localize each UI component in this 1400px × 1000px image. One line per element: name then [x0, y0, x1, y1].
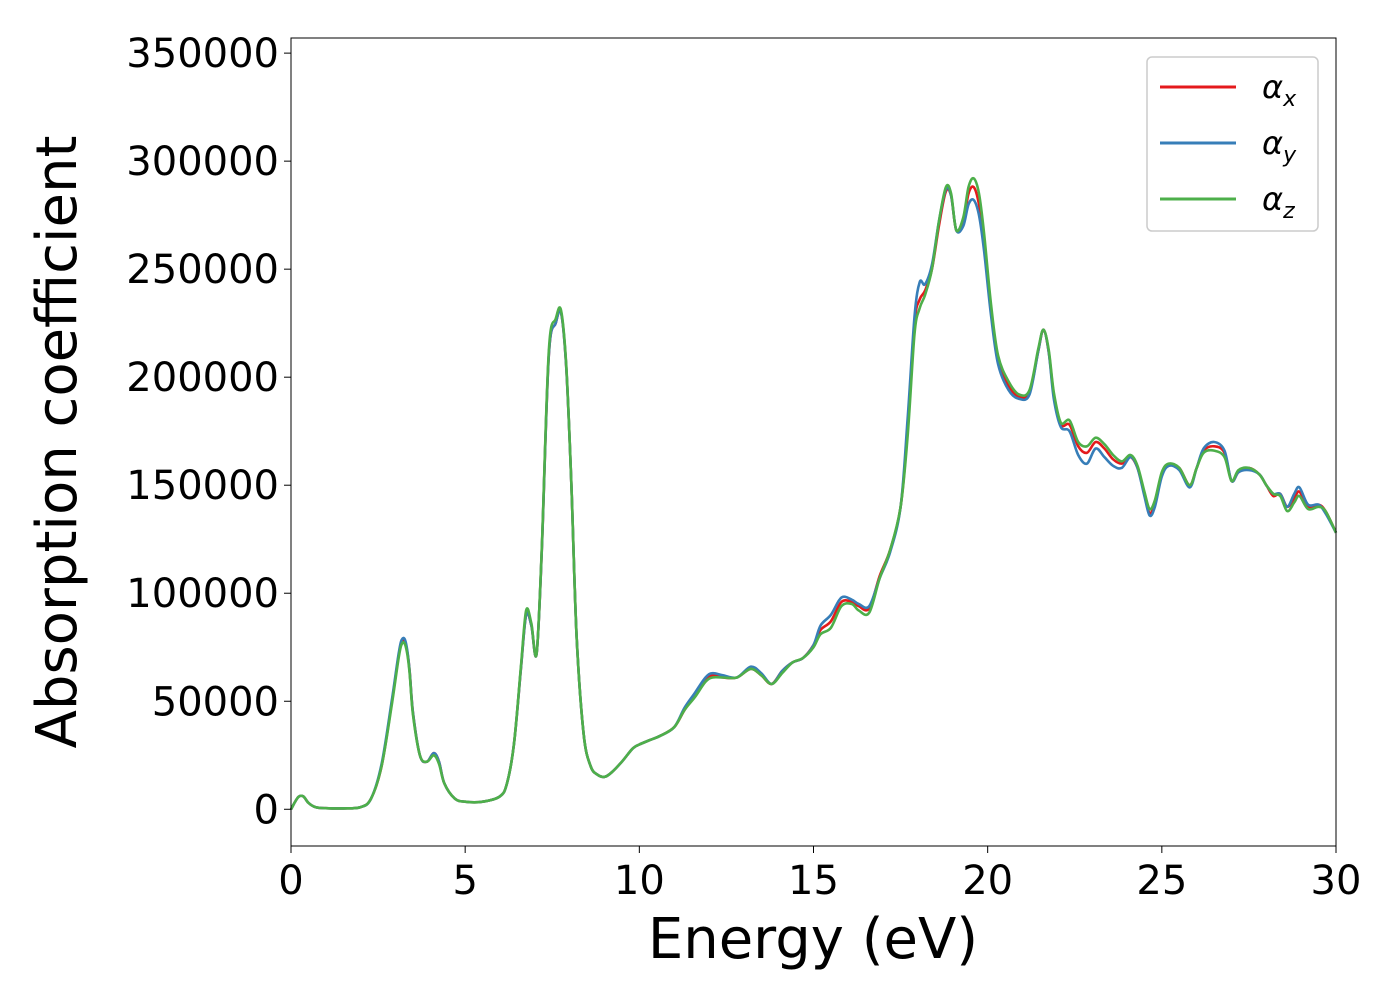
y-axis-title: Absorption coefficient	[25, 136, 90, 749]
y-tick-label: 0	[254, 787, 279, 833]
y-tick-label: 150000	[126, 463, 279, 509]
y-tick-label: 200000	[126, 355, 279, 401]
y-tick-label: 350000	[126, 31, 279, 77]
y-tick-label: 50000	[152, 679, 279, 725]
y-axis: 0 50000 100000 150000 200000 250000 300000 3500…	[126, 31, 291, 833]
x-tick-label: 10	[614, 858, 665, 904]
x-axis: 0 5 10 15 20 25 30	[278, 846, 1361, 904]
x-tick-label: 5	[452, 858, 477, 904]
x-tick-label: 25	[1136, 858, 1187, 904]
x-axis-title: Energy (eV)	[648, 907, 978, 972]
series-line-y	[289, 186, 1338, 810]
x-tick-label: 20	[962, 858, 1013, 904]
legend-label: αy	[1262, 124, 1297, 168]
x-tick-label: 0	[278, 858, 303, 904]
y-tick-label: 100000	[126, 571, 279, 617]
x-tick-label: 30	[1311, 858, 1362, 904]
series-layer	[289, 176, 1338, 810]
y-tick-label: 250000	[126, 247, 279, 293]
series-line-z	[289, 176, 1338, 810]
x-tick-label: 15	[788, 858, 839, 904]
series-line-x	[289, 185, 1338, 810]
y-tick-label: 300000	[126, 139, 279, 185]
legend-label: αx	[1262, 68, 1297, 112]
